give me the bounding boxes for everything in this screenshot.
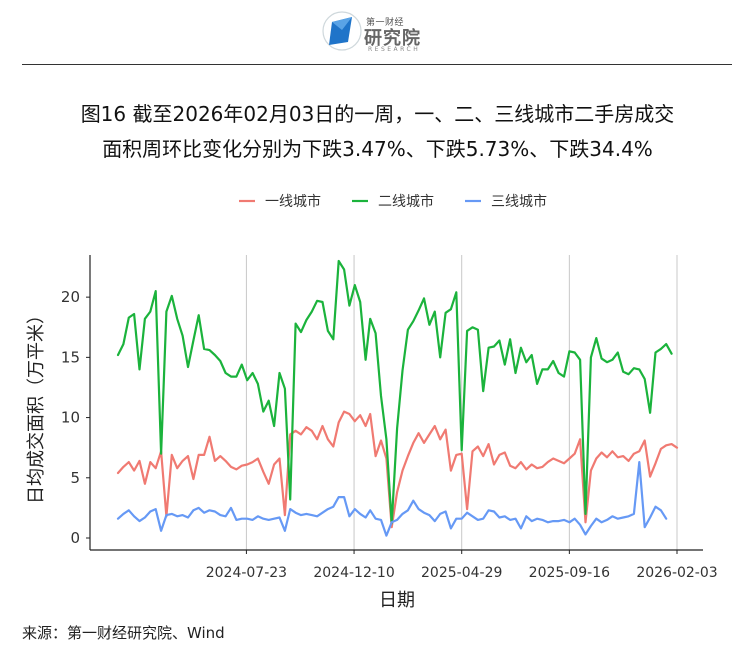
series-line-2 (116, 259, 673, 525)
x-tick-label: 2025-04-29 (421, 565, 502, 581)
figure-title-line-2: 面积周环比变化分别为下跌3.47%、下跌5.73%、下跌34.4% (102, 137, 653, 161)
header: 第一财经 研究院 RESEARCH (0, 0, 755, 66)
legend-label: 一线城市 (265, 193, 321, 210)
y-tick-label: 15 (61, 348, 80, 366)
x-axis-title: 日期 (379, 590, 415, 611)
y-tick-label: 0 (70, 529, 80, 547)
legend-label: 三线城市 (491, 193, 547, 210)
brand-logo: 第一财经 研究院 RESEARCH (322, 6, 442, 58)
x-tick-label: 2024-07-23 (206, 565, 287, 581)
source-note: 来源：第一财经研究院、Wind (22, 624, 225, 642)
series-line-3 (116, 461, 668, 537)
y-tick-label: 20 (61, 288, 80, 306)
brand-subtitle: RESEARCH (368, 46, 421, 53)
y-tick-label: 10 (61, 409, 80, 427)
legend-label: 二线城市 (378, 193, 434, 210)
brand-small-text: 第一财经 (366, 18, 405, 28)
x-tick-label: 2024-12-10 (313, 565, 394, 581)
x-tick-label: 2025-09-16 (529, 565, 610, 581)
logo-icon (322, 11, 362, 51)
figure-title-line-1: 图16 截至2026年02月03日的一周，一、二、三线城市二手房成交 (80, 102, 675, 126)
y-tick-label: 5 (70, 469, 80, 487)
y-axis-title: 日均成交面积（万平米） (26, 306, 47, 504)
header-divider (22, 64, 732, 65)
series-line-1 (116, 410, 679, 529)
brand-name: 研究院 (364, 28, 421, 49)
x-tick-label: 2026-02-03 (636, 565, 717, 581)
